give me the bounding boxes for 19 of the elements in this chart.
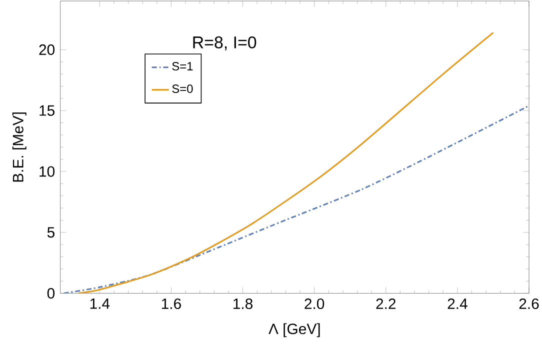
x-tick-label: 1.4 — [90, 298, 110, 309]
y-tick-label: 20 — [39, 44, 55, 55]
y-axis-title: B.E. [MeV] — [12, 112, 26, 182]
y-tick-label: 0 — [47, 288, 55, 299]
annotation: R=8, I=0 — [193, 36, 256, 50]
x-tick-label: 1.8 — [234, 298, 253, 310]
y-tick-label: 15 — [40, 105, 54, 116]
line-series — [63, 104, 530, 294]
line-series — [77, 32, 494, 294]
x-tick-label: 2.2 — [376, 298, 396, 309]
x-axis-title: Λ [GeV] — [268, 323, 320, 338]
x-tick-label: 2.4 — [448, 298, 468, 309]
x-tick-label: 2.6 — [519, 298, 539, 310]
legend-label: S=1 — [172, 62, 193, 70]
x-tick-label: 1.6 — [162, 298, 181, 310]
legend-label: S=0 — [172, 84, 193, 93]
y-tick-label: 5 — [47, 227, 54, 238]
y-tick-label: 10 — [40, 166, 55, 177]
x-tick-label: 2.0 — [304, 298, 324, 310]
